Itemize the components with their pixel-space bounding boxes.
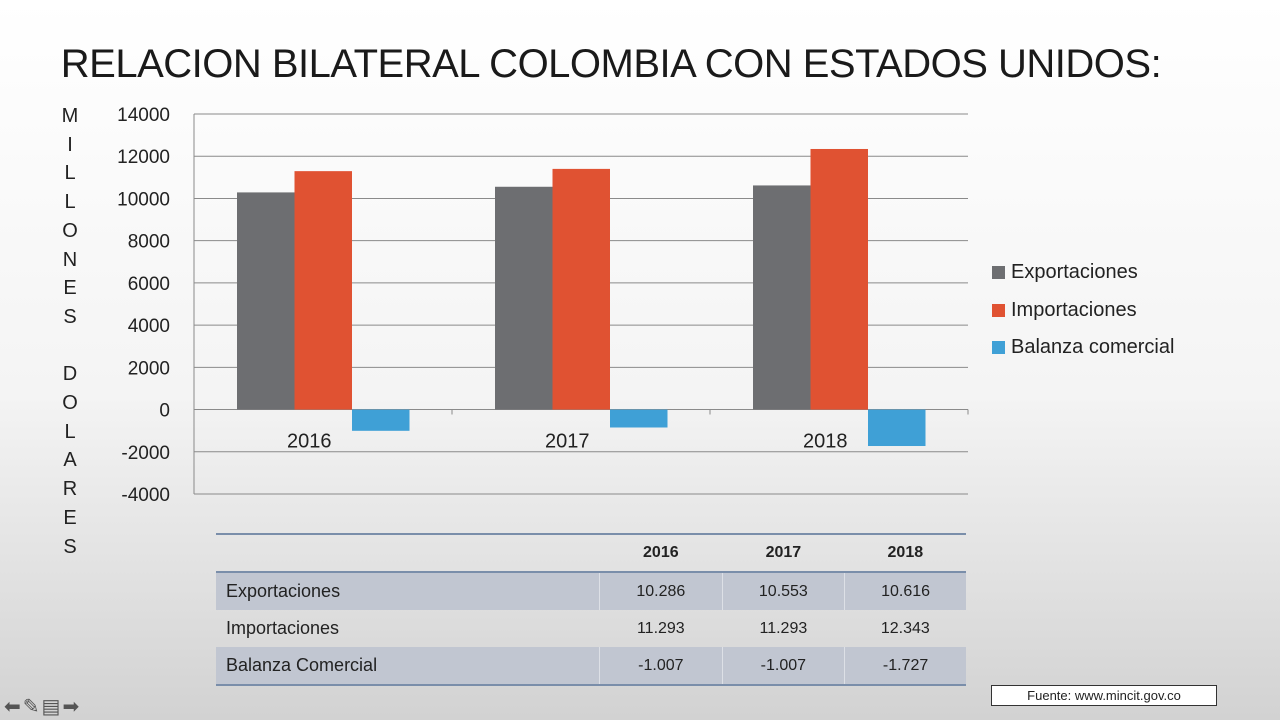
row-label: Importaciones xyxy=(226,618,340,638)
bar-exportaciones xyxy=(237,192,295,410)
bar-exportaciones xyxy=(753,185,811,410)
menu-icon[interactable]: ▤ xyxy=(41,696,61,718)
table-header: 2018 xyxy=(844,533,966,572)
y-axis-label-letter: L xyxy=(64,191,76,214)
y-axis-label-letter: I xyxy=(67,133,73,156)
bar-importaciones xyxy=(552,168,610,410)
table-cell: -1.007 xyxy=(721,647,845,686)
legend-label: Balanza comercial xyxy=(1011,336,1175,359)
y-tick-label: 8000 xyxy=(128,232,170,253)
x-tick-label: 2016 xyxy=(287,431,332,453)
y-tick-label: 10000 xyxy=(117,189,170,210)
bar-balanza-comercial xyxy=(868,409,926,447)
table-cell: 11.293 xyxy=(636,619,685,637)
legend-swatch xyxy=(992,303,1005,317)
table-cell: 10.286 xyxy=(599,571,723,610)
x-tick-label: 2018 xyxy=(803,431,848,453)
bar-exportaciones xyxy=(495,186,553,410)
y-axis-label-letter: S xyxy=(63,535,77,558)
y-axis-label-letter: E xyxy=(63,506,77,529)
y-tick-label: 12000 xyxy=(117,147,170,168)
table-row: Balanza Comercial -1.007 -1.007 -1.727 xyxy=(216,647,966,686)
bar-importaciones xyxy=(810,148,868,410)
y-axis-label-letter: L xyxy=(64,420,76,443)
table-cell: -1.007 xyxy=(599,647,723,686)
y-tick-label: -2000 xyxy=(121,443,170,464)
y-tick-label: 0 xyxy=(159,401,170,422)
y-axis-label-letter: M xyxy=(61,105,79,127)
table-row: Exportaciones 10.286 10.553 10.616 xyxy=(216,571,966,610)
row-label: Balanza Comercial xyxy=(216,647,600,686)
y-axis-label-letter: S xyxy=(63,305,77,328)
table-header xyxy=(216,533,600,572)
y-axis-label-letter: A xyxy=(63,449,77,472)
x-tick-label: 2017 xyxy=(545,431,590,453)
table-cell: 10.616 xyxy=(844,571,966,610)
slide-navigation: ⬅ ✎ ▤ ➡ xyxy=(4,694,79,719)
y-axis-label-letter: N xyxy=(62,248,78,271)
arrow-left-icon[interactable]: ⬅ xyxy=(4,696,21,718)
legend-label: Importaciones xyxy=(1011,298,1137,321)
bar-balanza-comercial xyxy=(352,409,410,431)
table-row: Importaciones 11.293 11.293 12.343 xyxy=(216,610,966,647)
data-table: 2016 2017 2018 Exportaciones 10.286 10.5… xyxy=(216,533,966,686)
table-header: 2016 xyxy=(599,533,723,572)
table-cell: 12.343 xyxy=(880,619,930,637)
y-tick-label: -4000 xyxy=(121,485,170,506)
y-axis-label-letter: O xyxy=(62,392,78,415)
y-axis-label-letter: L xyxy=(64,162,76,185)
bar-importaciones xyxy=(294,171,352,410)
table-header: 2017 xyxy=(722,533,845,572)
y-axis-label-letter: O xyxy=(62,219,78,242)
y-axis-label-letter: D xyxy=(62,363,78,386)
row-label: Exportaciones xyxy=(216,571,600,610)
source-note: Fuente: www.mincit.gov.co xyxy=(991,685,1217,706)
table-header-row: 2016 2017 2018 xyxy=(216,533,966,572)
legend-label: Exportaciones xyxy=(1011,261,1138,284)
chart-legend: Exportaciones Importaciones Balanza comerc… xyxy=(992,254,1174,367)
y-tick-label: 6000 xyxy=(128,274,170,295)
legend-swatch xyxy=(992,266,1005,280)
table-cell: 11.293 xyxy=(759,619,808,637)
legend-item: Importaciones xyxy=(992,292,1174,330)
table-cell: -1.727 xyxy=(844,647,966,686)
legend-item: Balanza comercial xyxy=(992,329,1174,367)
bar-balanza-comercial xyxy=(610,409,668,428)
table-cell: 10.553 xyxy=(721,571,845,610)
y-tick-label: 2000 xyxy=(128,358,170,379)
y-axis-label-letter: R xyxy=(62,478,78,501)
y-tick-label: 4000 xyxy=(128,316,170,337)
legend-item: Exportaciones xyxy=(992,254,1174,292)
pen-icon[interactable]: ✎ xyxy=(22,696,40,718)
y-axis-label-letter: E xyxy=(63,277,77,300)
arrow-right-icon[interactable]: ➡ xyxy=(62,696,80,718)
legend-swatch xyxy=(992,341,1005,355)
y-tick-label: 14000 xyxy=(117,105,170,126)
slide-title: RELACION BILATERAL COLOMBIA CON ESTADOS … xyxy=(60,42,1162,86)
